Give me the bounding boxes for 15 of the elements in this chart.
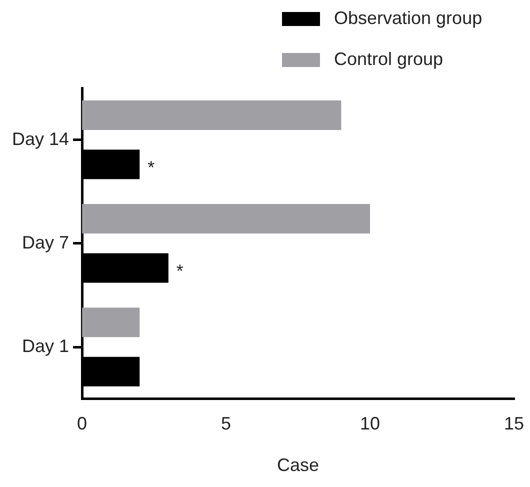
bar	[82, 204, 370, 234]
annotation: *	[176, 260, 184, 281]
bar	[82, 308, 140, 338]
y-tick-label: Day 14	[12, 128, 70, 149]
legend-label: Control group	[334, 49, 444, 70]
annotation: *	[148, 157, 155, 178]
x-tick-label: 10	[360, 414, 380, 434]
y-tick-label: Day 7	[22, 232, 70, 252]
x-tick-label: 5	[221, 414, 232, 434]
y-tick-label: Day 1	[22, 336, 70, 356]
bar	[82, 100, 342, 130]
legend-label: Observation group	[334, 8, 482, 29]
x-tick-label: 0	[77, 414, 88, 434]
x-axis-title: Case	[276, 455, 320, 476]
x-tick-label: 15	[504, 414, 524, 434]
